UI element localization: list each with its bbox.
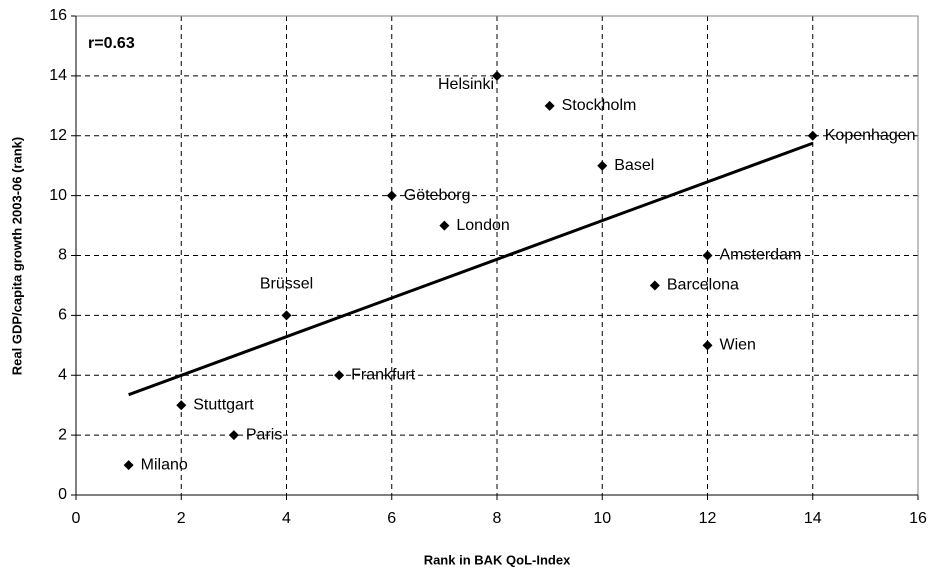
y-axis-title: Real GDP/capita growth 2003-06 (rank): [9, 137, 24, 375]
y-tick-label: 4: [58, 366, 67, 383]
point: [492, 70, 502, 81]
x-tick-label: 0: [72, 510, 81, 527]
point-label: Göteborg: [404, 187, 471, 204]
point-label: Helsinki: [438, 76, 494, 93]
point: [176, 400, 187, 411]
x-tick-label: 8: [493, 510, 502, 527]
y-tick-label: 14: [49, 67, 67, 84]
point: [702, 250, 713, 261]
point: [597, 160, 608, 171]
x-tick-label: 6: [387, 510, 396, 527]
y-tick-label: 10: [49, 187, 67, 204]
point-label: Milano: [141, 456, 188, 473]
point-label: Frankfurt: [351, 366, 416, 383]
point: [544, 100, 555, 111]
point-label: Kopenhagen: [825, 127, 916, 144]
point: [334, 370, 345, 381]
y-tick-label: 12: [49, 127, 67, 144]
point-label: Paris: [246, 426, 282, 443]
point: [439, 220, 450, 231]
y-tick-label: 0: [58, 486, 67, 503]
y-tick-label: 8: [58, 247, 67, 264]
point: [702, 340, 713, 351]
point-label: Brüssel: [260, 276, 313, 293]
x-tick-label: 10: [593, 510, 611, 527]
annotation: r=0.63: [88, 35, 135, 52]
point: [807, 130, 818, 141]
point-label: London: [456, 217, 509, 234]
x-tick-label: 2: [177, 510, 186, 527]
x-tick-label: 4: [282, 510, 291, 527]
point-label: Wien: [720, 337, 756, 354]
point: [123, 460, 134, 471]
x-tick-label: 14: [804, 510, 822, 527]
y-tick-label: 16: [49, 7, 67, 24]
y-tick-label: 2: [58, 426, 67, 443]
point-label: Basel: [614, 157, 654, 174]
point: [281, 310, 292, 321]
point-label: Barcelona: [667, 277, 739, 294]
point: [386, 190, 397, 201]
x-tick-label: 12: [699, 510, 717, 527]
point-label: Stuttgart: [193, 396, 254, 413]
point-label: Stockholm: [562, 97, 637, 114]
x-axis-title: Rank in BAK QoL-Index: [424, 552, 571, 567]
point-label: Amsterdam: [720, 247, 802, 264]
point: [228, 430, 239, 441]
point: [649, 280, 660, 291]
y-tick-label: 6: [58, 307, 67, 324]
x-tick-label: 16: [909, 510, 927, 527]
trend-line: [128, 141, 814, 397]
